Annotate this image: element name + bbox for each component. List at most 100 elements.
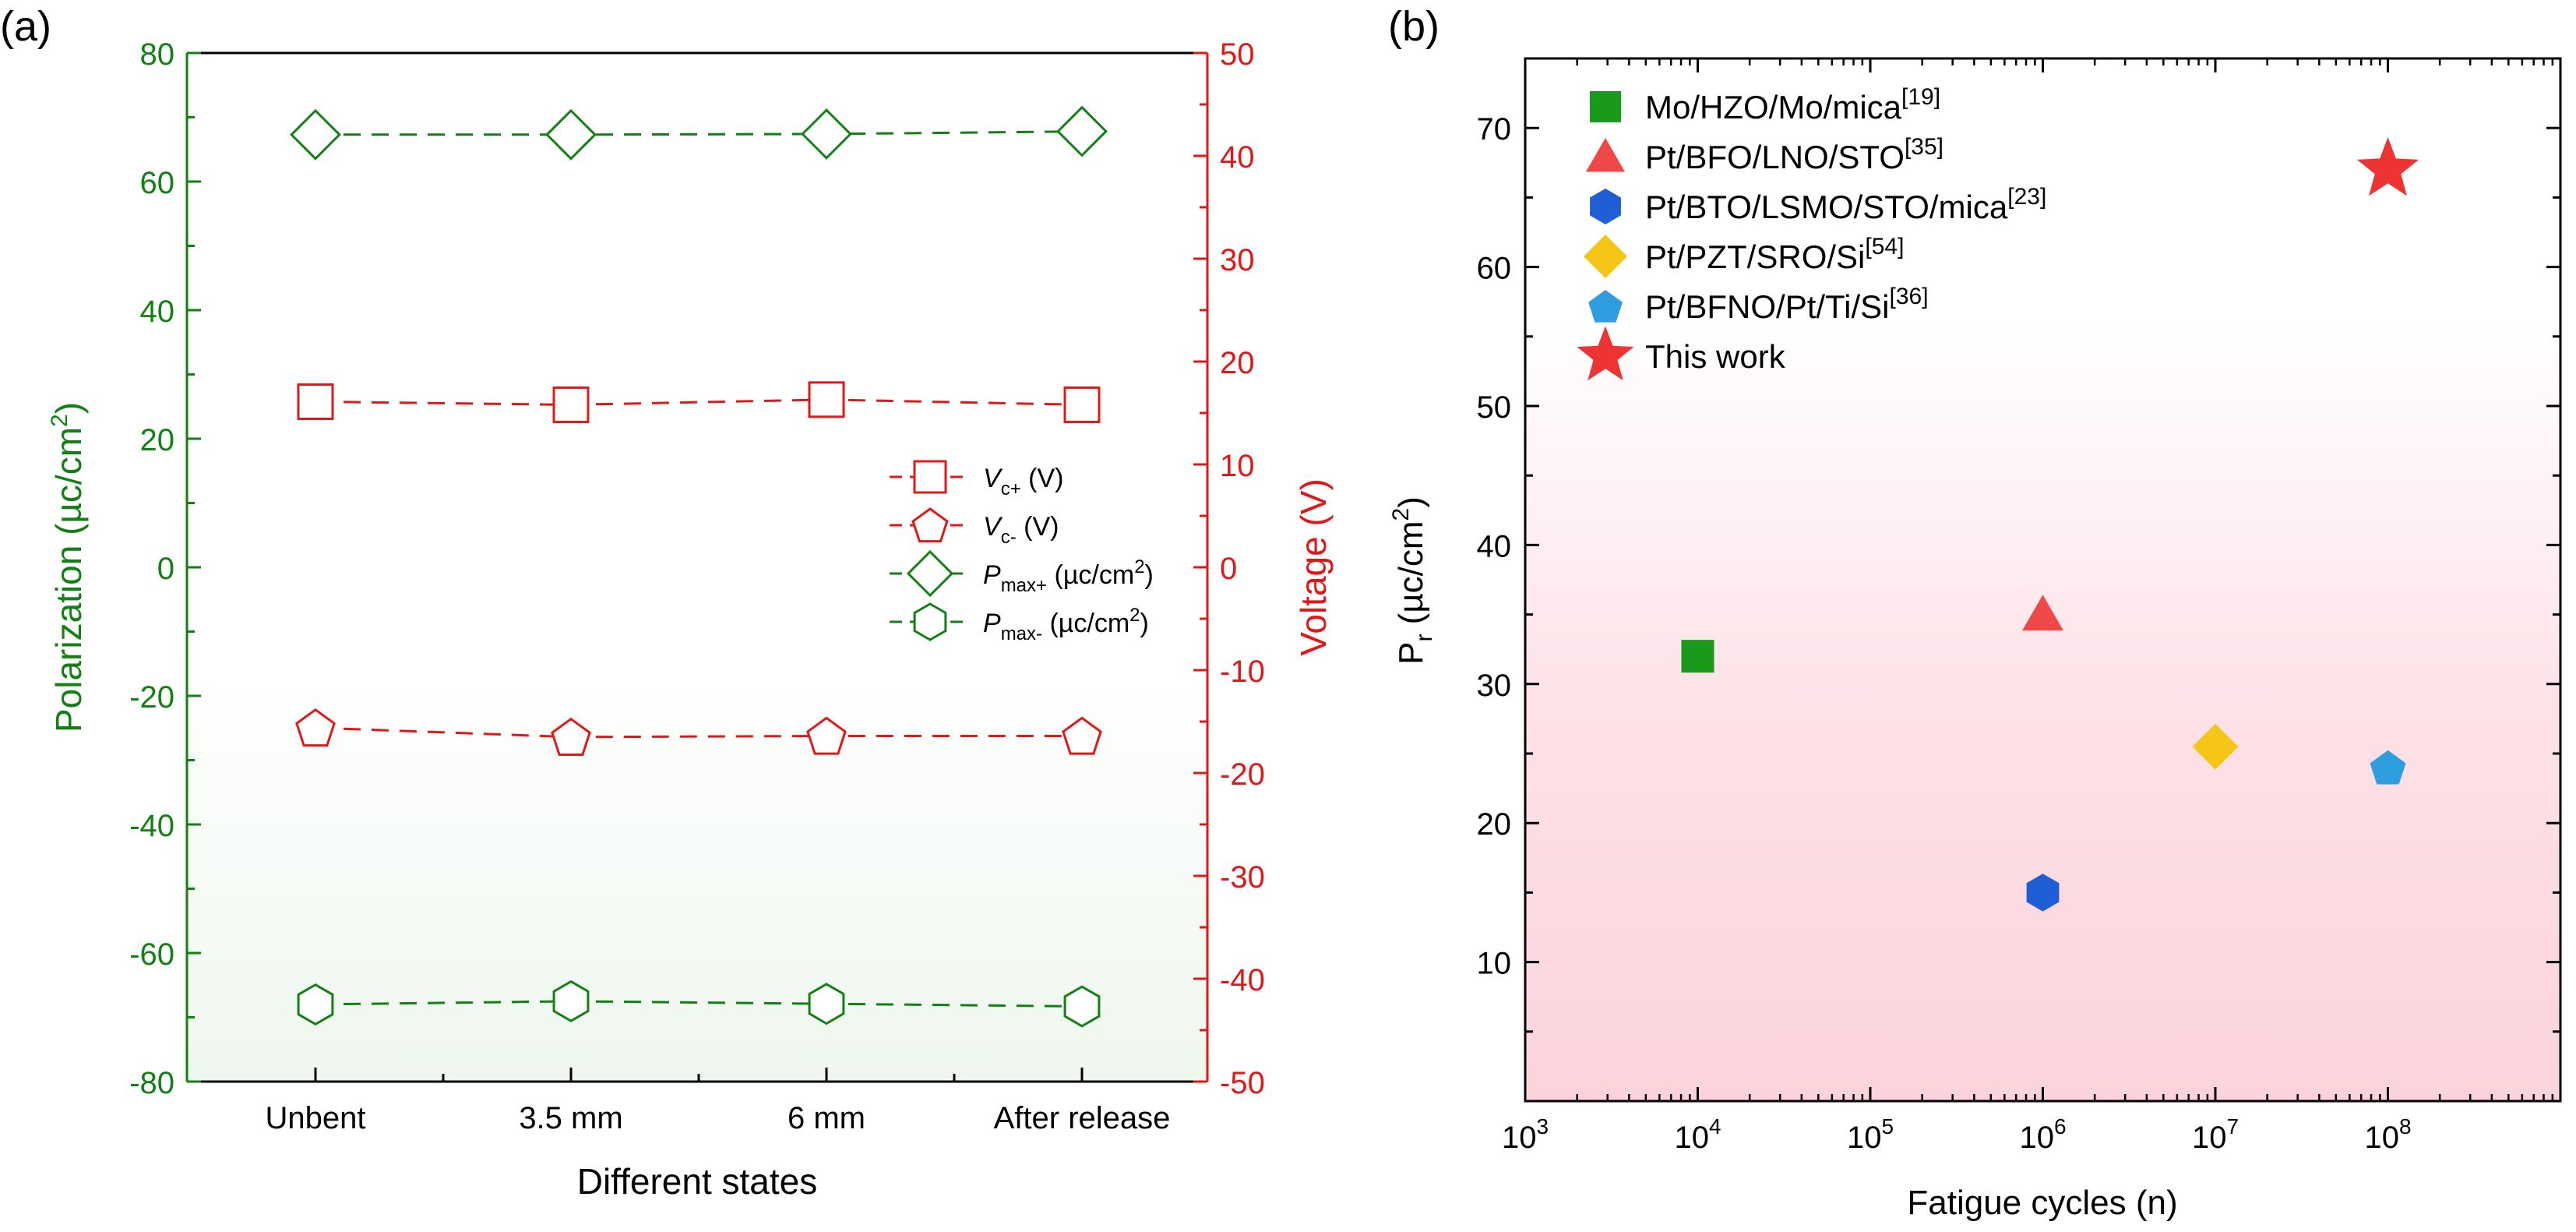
y-tick-label-left-a: -60 <box>129 937 174 972</box>
data-point <box>297 983 334 1026</box>
data-point <box>545 108 597 161</box>
legend-label: Mo/HZO/Mo/mica[19] <box>1645 84 1940 125</box>
x-tick-label-b: 104 <box>1674 1114 1721 1155</box>
data-point <box>808 983 845 1025</box>
series-line <box>315 726 1082 739</box>
y-tick-label-b: 10 <box>1477 947 1512 981</box>
y-tick-label-right-a: 30 <box>1220 243 1255 277</box>
y-tick-label-right-a: 20 <box>1220 346 1255 380</box>
legend-label: Pt/BFO/LNO/STO[35] <box>1645 134 1943 175</box>
data-point <box>1063 985 1101 1028</box>
data-point <box>290 108 341 161</box>
data-point <box>1681 640 1714 673</box>
chart-a: -80 -60 -40 -20 0 20 40 60 80 -50 -40 -30 -20 -10 0 10 2… <box>47 37 1334 1202</box>
x-axis-label-b: Fatigue cycles (n) <box>1907 1184 2177 1222</box>
series-line <box>315 1000 1083 1008</box>
legend-label: This work <box>1645 338 1786 375</box>
legend-label: Pt/BTO/LSMO/STO/mica[23] <box>1645 184 2046 225</box>
y-tick-label-right-a: -50 <box>1220 1066 1265 1100</box>
y-tick-label-left-a: 60 <box>140 166 175 200</box>
data-point <box>2026 874 2060 912</box>
y-tick-label-b: 40 <box>1477 529 1512 563</box>
legend-marker <box>1584 235 1627 278</box>
series-line <box>315 398 1083 406</box>
y-tick-label-left-a: -20 <box>129 680 174 715</box>
x-tick-label-a: After release <box>994 1101 1171 1135</box>
legend-label: Pmax- (µc/cm2) <box>983 605 1149 644</box>
legend-marker <box>1588 290 1623 323</box>
data-point <box>1062 716 1102 755</box>
data-point <box>295 708 336 747</box>
data-point <box>1063 386 1101 423</box>
x-axis-label-a: Different states <box>577 1161 818 1202</box>
y-tick-label-left-a: 0 <box>157 552 174 586</box>
legend-label: Pmax+ (µc/cm2) <box>983 556 1154 596</box>
y-tick-label-left-a: 20 <box>140 423 175 457</box>
legend-b: Mo/HZO/Mo/mica[19] Pt/BFO/LNO/STO[35] Pt/B… <box>1577 84 2046 381</box>
axes-b: 10 20 30 40 50 60 70 103 104 105 106 107 108 <box>1477 57 2562 1155</box>
x-tick-label-a: 6 mm <box>788 1101 865 1135</box>
y-tick-label-b: 50 <box>1477 390 1512 425</box>
data-point <box>2370 750 2406 785</box>
legend-marker <box>1590 189 1621 224</box>
x-tick-label-b: 106 <box>2019 1114 2066 1155</box>
y-tick-label-right-a: -40 <box>1220 963 1265 997</box>
legend-marker <box>911 507 949 543</box>
data-point <box>808 381 845 418</box>
axes-a: -80 -60 -40 -20 0 20 40 60 80 -50 -40 -30 -20 -10 0 10 2… <box>129 37 1265 1135</box>
x-tick-label-b: 103 <box>1502 1114 1549 1155</box>
x-tick-label-b: 108 <box>2364 1114 2411 1155</box>
legend-marker <box>1585 138 1626 172</box>
legend-marker <box>913 460 947 494</box>
y-tick-label-right-a: 10 <box>1220 449 1255 483</box>
x-tick-label-b: 107 <box>2192 1114 2239 1155</box>
panel-label-b: (b) <box>1388 3 1440 50</box>
x-tick-label-a: Unbent <box>266 1101 366 1135</box>
y-tick-label-right-a: -20 <box>1220 757 1265 792</box>
y-tick-label-left-a: -40 <box>129 809 174 843</box>
data-point <box>2022 595 2063 631</box>
series-group-a <box>290 105 1108 1028</box>
y-tick-label-left-a: 80 <box>140 37 175 72</box>
plot-area-a <box>187 53 1207 1082</box>
data-point <box>2192 723 2239 770</box>
data-point <box>297 383 334 420</box>
data-point <box>1056 105 1108 157</box>
y-tick-label-b: 70 <box>1477 112 1512 146</box>
chart-b: 10 20 30 40 50 60 70 103 104 105 106 107 108 Mo/HZO/… <box>1388 57 2562 1222</box>
y-tick-label-left-a: -80 <box>129 1066 174 1100</box>
legend-label: Pt/PZT/SRO/Si[54] <box>1645 234 1904 275</box>
data-point <box>801 108 852 160</box>
legend-marker <box>1590 91 1621 122</box>
data-point <box>552 386 590 423</box>
x-tick-label-b: 105 <box>1847 1114 1894 1155</box>
data-point <box>551 717 591 756</box>
y-tick-label-right-a: 50 <box>1220 37 1255 72</box>
legend-label: Vc+ (V) <box>983 464 1063 500</box>
y-tick-label-b: 20 <box>1477 807 1512 842</box>
legend-label: Vc- (V) <box>983 512 1059 548</box>
data-point <box>552 980 590 1022</box>
plot-area-b <box>1525 58 2560 1101</box>
data-point <box>2356 137 2419 196</box>
series-line <box>315 130 1083 136</box>
y-tick-label-right-a: 40 <box>1220 140 1255 175</box>
legend-marker <box>1577 326 1634 381</box>
y-tick-label-right-a: -10 <box>1220 655 1265 689</box>
legend-label: Pt/BFNO/Pt/Ti/Si[36] <box>1645 284 1929 325</box>
legend-marker <box>906 549 954 598</box>
y-axis-label-left-a: Polarization (µc/cm2) <box>47 402 89 732</box>
y-tick-label-b: 30 <box>1477 669 1512 703</box>
x-tick-label-a: 3.5 mm <box>519 1101 622 1135</box>
legend-marker <box>913 602 947 641</box>
panel-label-a: (a) <box>0 3 51 50</box>
y-tick-label-left-a: 40 <box>140 295 175 329</box>
y-axis-label-b: Pr (µc/cm2) <box>1388 496 1437 665</box>
points-group-b <box>1681 137 2419 912</box>
legend-a: Vc+ (V) Vc- (V) Pmax+ (µc/cm2) Pmax- (µc/cm… <box>890 460 1154 644</box>
y-tick-label-right-a: 0 <box>1220 552 1237 586</box>
y-axis-label-right-a: Voltage (V) <box>1293 478 1334 656</box>
y-tick-label-b: 60 <box>1477 252 1512 286</box>
data-point <box>806 716 847 755</box>
